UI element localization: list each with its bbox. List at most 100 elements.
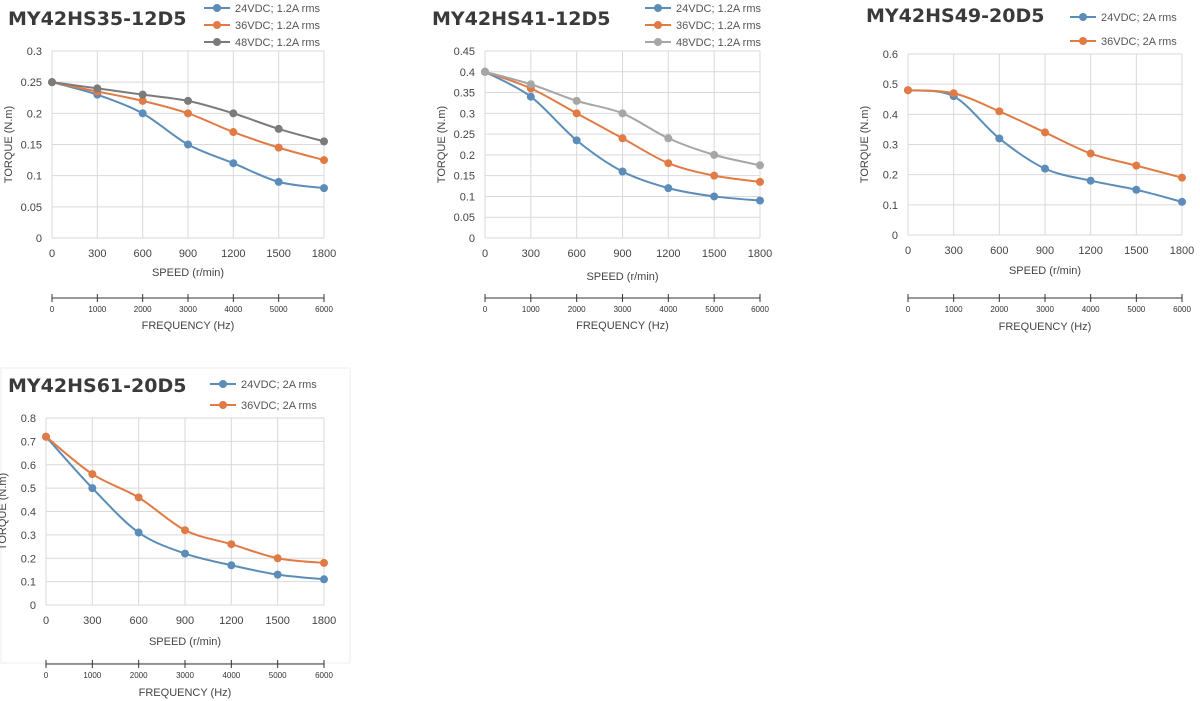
frequency-tick-label: 1000 [522, 305, 540, 314]
x-tick-label: 1500 [266, 248, 290, 260]
series-3 [48, 78, 328, 146]
y-tick-label: 0.25 [21, 77, 42, 89]
data-point [320, 184, 328, 193]
y-tick-label: 0.15 [21, 140, 42, 152]
x-tick-label: 600 [129, 615, 147, 627]
data-point [42, 432, 50, 441]
y-tick-label: 0.1 [883, 200, 898, 212]
data-point [949, 89, 958, 98]
frequency-axis-label: FREQUENCY (Hz) [999, 321, 1092, 333]
legend-label: 24VDC; 2A rms [1101, 12, 1177, 24]
y-tick-label: 0.2 [21, 553, 36, 565]
legend-label: 36VDC; 1.2A rms [676, 20, 761, 32]
y-tick-label: 0.2 [883, 170, 898, 182]
data-point [184, 140, 192, 149]
y-axis-label: TORQUE (N.m) [0, 473, 9, 550]
x-tick-label: 1800 [1170, 245, 1194, 257]
data-point [526, 92, 535, 101]
data-point [481, 67, 489, 76]
data-point [664, 159, 673, 168]
series-2 [904, 86, 1186, 182]
y-tick-label: 0 [30, 600, 36, 612]
frequency-tick-label: 1000 [83, 671, 101, 680]
data-point [274, 124, 283, 133]
data-point [320, 156, 328, 165]
data-point [229, 128, 238, 137]
y-tick-label: 0.5 [883, 79, 898, 91]
legend-label: 48VDC; 1.2A rms [676, 37, 761, 49]
data-point [88, 484, 97, 493]
data-point [995, 134, 1004, 143]
y-tick-label: 0.6 [21, 460, 36, 472]
y-tick-label: 0.15 [454, 171, 475, 183]
data-point [320, 558, 328, 567]
x-tick-label: 1800 [312, 615, 336, 627]
frequency-tick-label: 2000 [990, 305, 1008, 314]
data-point [526, 80, 535, 89]
y-tick-label: 0.7 [21, 436, 36, 448]
chart-title: MY42HS61-20D5 [8, 375, 186, 397]
legend-swatch-marker [213, 38, 221, 46]
data-point [273, 570, 282, 579]
x-tick-label: 1500 [265, 615, 289, 627]
frequency-tick-label: 5000 [705, 305, 723, 314]
legend-swatch-marker [213, 21, 221, 29]
data-point [48, 78, 56, 87]
x-tick-label: 0 [49, 248, 55, 260]
data-point [138, 90, 147, 99]
data-point [184, 109, 192, 118]
legend-label: 24VDC; 2A rms [241, 379, 317, 391]
data-point [664, 134, 673, 143]
data-point [1086, 149, 1095, 158]
chart-frame [0, 367, 351, 664]
data-point [904, 86, 912, 95]
data-point [93, 84, 102, 93]
x-tick-label: 900 [176, 615, 194, 627]
y-tick-label: 0.2 [460, 150, 475, 162]
data-point [273, 554, 282, 563]
legend-swatch-marker [213, 4, 221, 12]
legend-swatch-marker [654, 21, 662, 29]
y-tick-label: 0.2 [27, 108, 42, 120]
legend-label: 36VDC; 1.2A rms [235, 20, 320, 32]
frequency-tick-label: 0 [906, 305, 911, 314]
legend-swatch-marker [219, 401, 227, 409]
data-point [710, 192, 719, 201]
data-point [138, 96, 147, 105]
y-tick-label: 0.4 [21, 507, 36, 519]
x-tick-label: 300 [944, 245, 962, 257]
frequency-tick-label: 3000 [179, 305, 197, 314]
legend-swatch-marker [654, 38, 662, 46]
data-point [618, 109, 627, 118]
x-tick-label: 300 [522, 248, 540, 260]
legend-label: 24VDC; 1.2A rms [676, 3, 761, 15]
y-tick-label: 0 [469, 233, 475, 245]
y-tick-label: 0.3 [27, 46, 42, 58]
data-point [710, 171, 719, 180]
frequency-tick-label: 3000 [176, 671, 194, 680]
data-point [181, 549, 189, 558]
frequency-tick-label: 6000 [315, 305, 333, 314]
frequency-axis-label: FREQUENCY (Hz) [139, 687, 232, 699]
x-axis-label: SPEED (r/min) [1009, 265, 1081, 277]
data-point [227, 561, 236, 570]
x-tick-label: 1200 [656, 248, 680, 260]
x-tick-label: 900 [179, 248, 197, 260]
data-point [710, 150, 719, 159]
data-point [1132, 185, 1141, 194]
data-point [618, 167, 627, 176]
series-2 [42, 432, 328, 567]
legend-label: 36VDC; 2A rms [241, 400, 317, 412]
frequency-tick-label: 2000 [130, 671, 148, 680]
frequency-tick-label: 0 [50, 305, 55, 314]
y-tick-label: 0.1 [21, 577, 36, 589]
x-tick-label: 300 [83, 615, 101, 627]
frequency-tick-label: 3000 [1036, 305, 1054, 314]
y-axis-label: TORQUE (N.m) [3, 106, 15, 183]
legend-swatch-marker [654, 4, 662, 12]
data-point [664, 184, 673, 193]
data-point [572, 136, 581, 145]
frequency-tick-label: 2000 [134, 305, 152, 314]
y-tick-label: 0 [892, 230, 898, 242]
frequency-tick-label: 5000 [1127, 305, 1145, 314]
